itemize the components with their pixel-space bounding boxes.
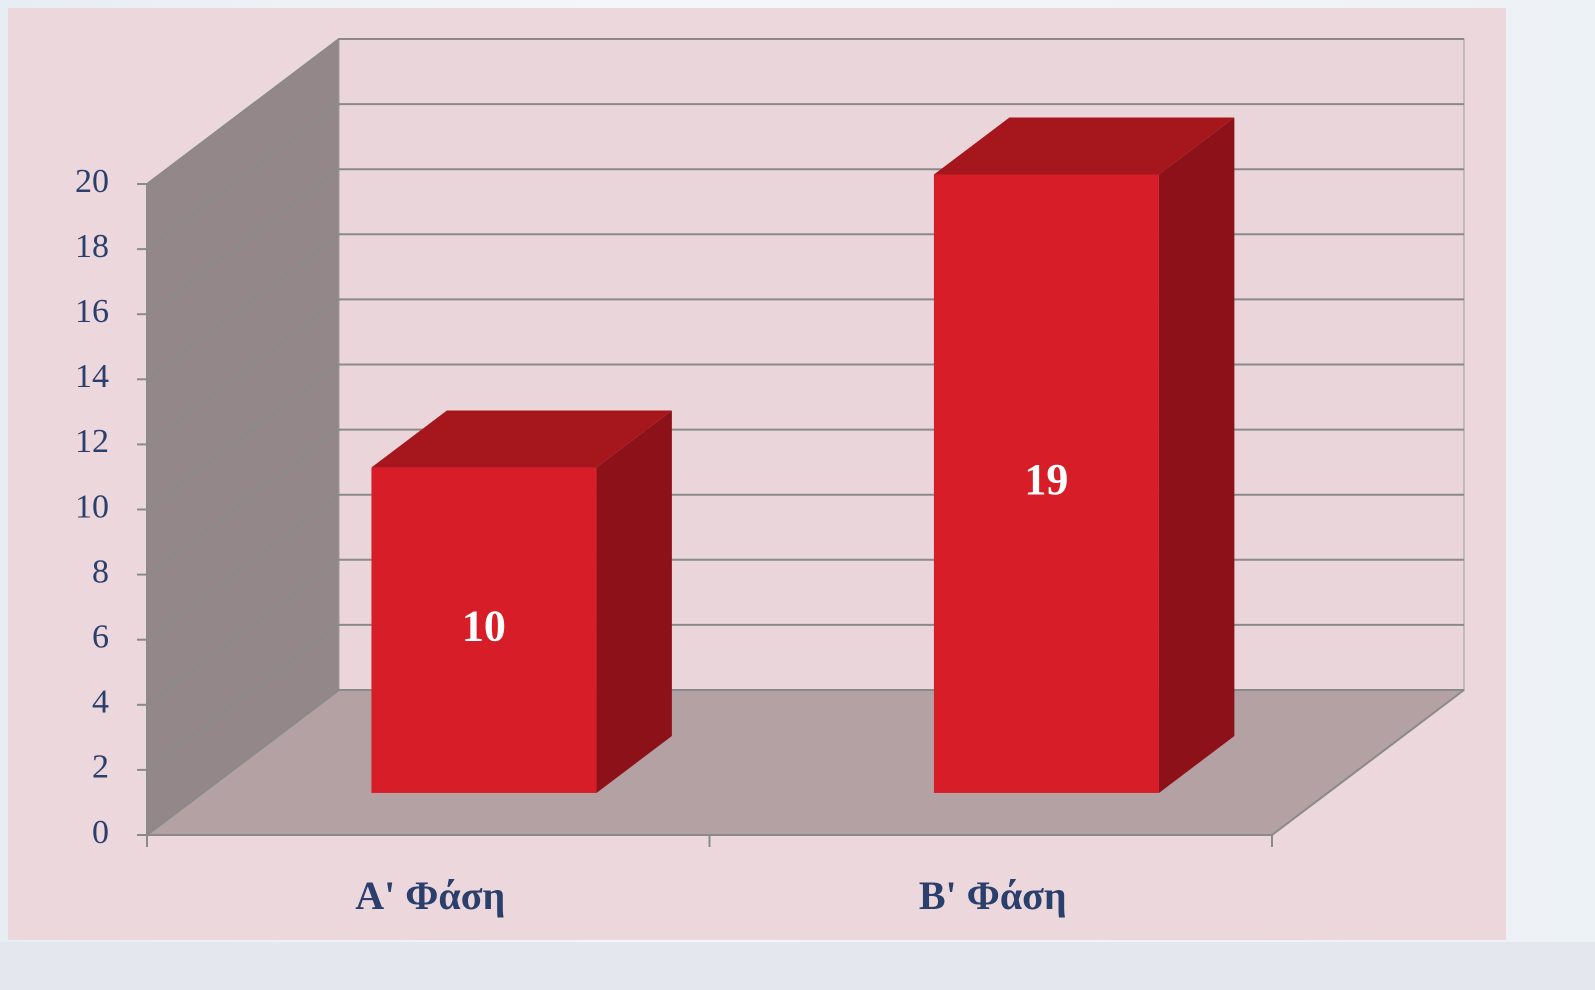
bar-side: [596, 410, 672, 793]
y-tick-label: 18: [75, 228, 109, 265]
x-tick-label: B' Φάση: [919, 873, 1067, 918]
value-label: 10: [462, 601, 506, 650]
y-tick-label: 14: [75, 358, 109, 395]
y-tick-label: 8: [92, 553, 109, 590]
x-tick-label: A' Φάση: [355, 873, 505, 918]
floor-edge: [1271, 689, 1465, 836]
bar-side: [1158, 117, 1235, 793]
bar: [371, 467, 597, 793]
value-label: 19: [1024, 455, 1068, 504]
y-tick-label: 4: [92, 684, 109, 721]
y-tick-label: 0: [92, 814, 109, 851]
y-tick-label: 20: [75, 163, 109, 200]
floor: [147, 690, 1464, 835]
bar-top: [933, 117, 1235, 175]
y-tick-label: 10: [75, 488, 109, 525]
y-tick-label: 12: [75, 423, 109, 460]
bar-top: [371, 410, 672, 468]
grid-line: [146, 38, 1464, 185]
y-tick-label: 16: [75, 293, 109, 330]
footer-band: [0, 942, 1595, 990]
y-tick-label: 2: [92, 749, 109, 786]
bar: [933, 174, 1159, 793]
y-tick-label: 6: [92, 618, 109, 655]
grid-line: [146, 103, 1464, 250]
